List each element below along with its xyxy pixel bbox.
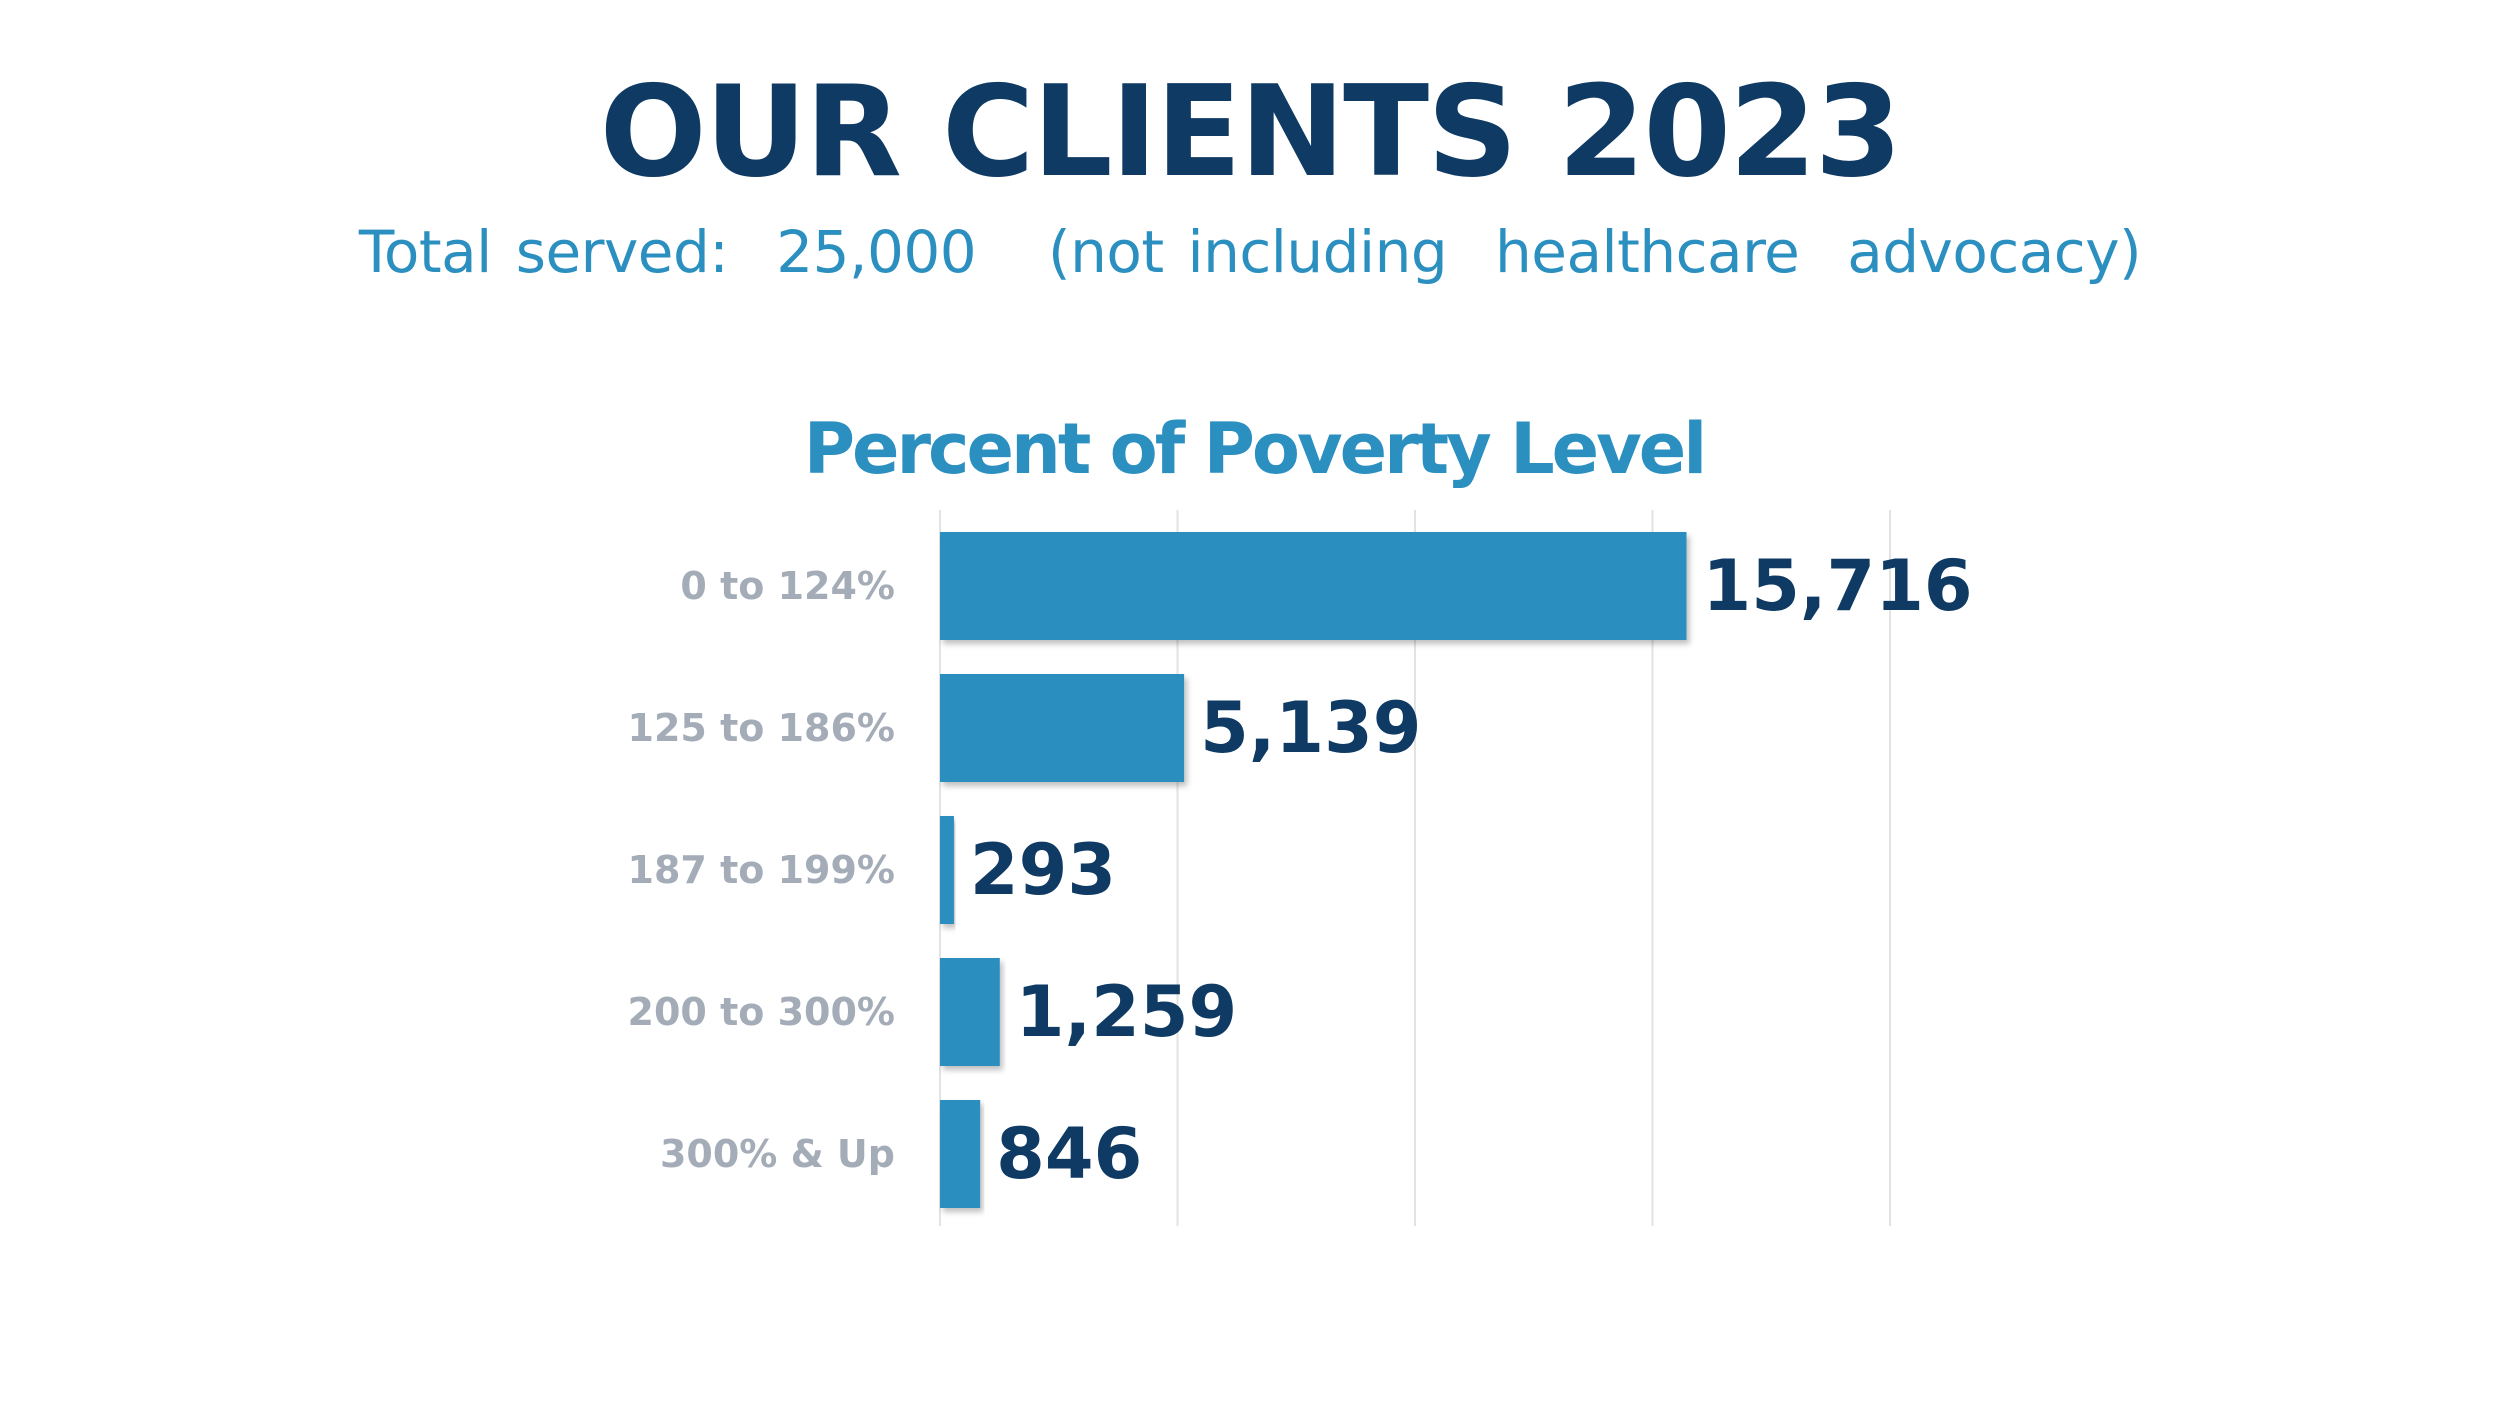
category-label-4: 300% & Up — [660, 1132, 895, 1176]
page-subtitle: Total served: 25,000 (not including heal… — [358, 218, 2142, 286]
chart-labels: 0 to 124% 15,716 125 to 186% 5,139 187 to 19… — [628, 545, 1973, 1195]
value-label-0: 15,716 — [1703, 545, 1973, 627]
chart-bars — [940, 532, 1687, 1208]
chart-title: Percent of Poverty Level — [803, 408, 1708, 490]
value-label-2: 293 — [970, 829, 1116, 911]
bar-0 — [940, 532, 1687, 640]
category-label-1: 125 to 186% — [628, 706, 895, 750]
category-label-3: 200 to 300% — [628, 990, 895, 1034]
bar-3 — [940, 958, 1000, 1066]
bar-1 — [940, 674, 1185, 782]
category-label-0: 0 to 124% — [680, 564, 895, 608]
value-label-3: 1,259 — [1016, 971, 1237, 1053]
page-title: OUR CLIENTS 2023 — [599, 58, 1903, 205]
category-label-2: 187 to 199% — [628, 848, 895, 892]
value-label-1: 5,139 — [1200, 687, 1421, 769]
value-label-4: 846 — [996, 1113, 1142, 1195]
bar-2 — [940, 816, 954, 924]
bar-4 — [940, 1100, 981, 1208]
